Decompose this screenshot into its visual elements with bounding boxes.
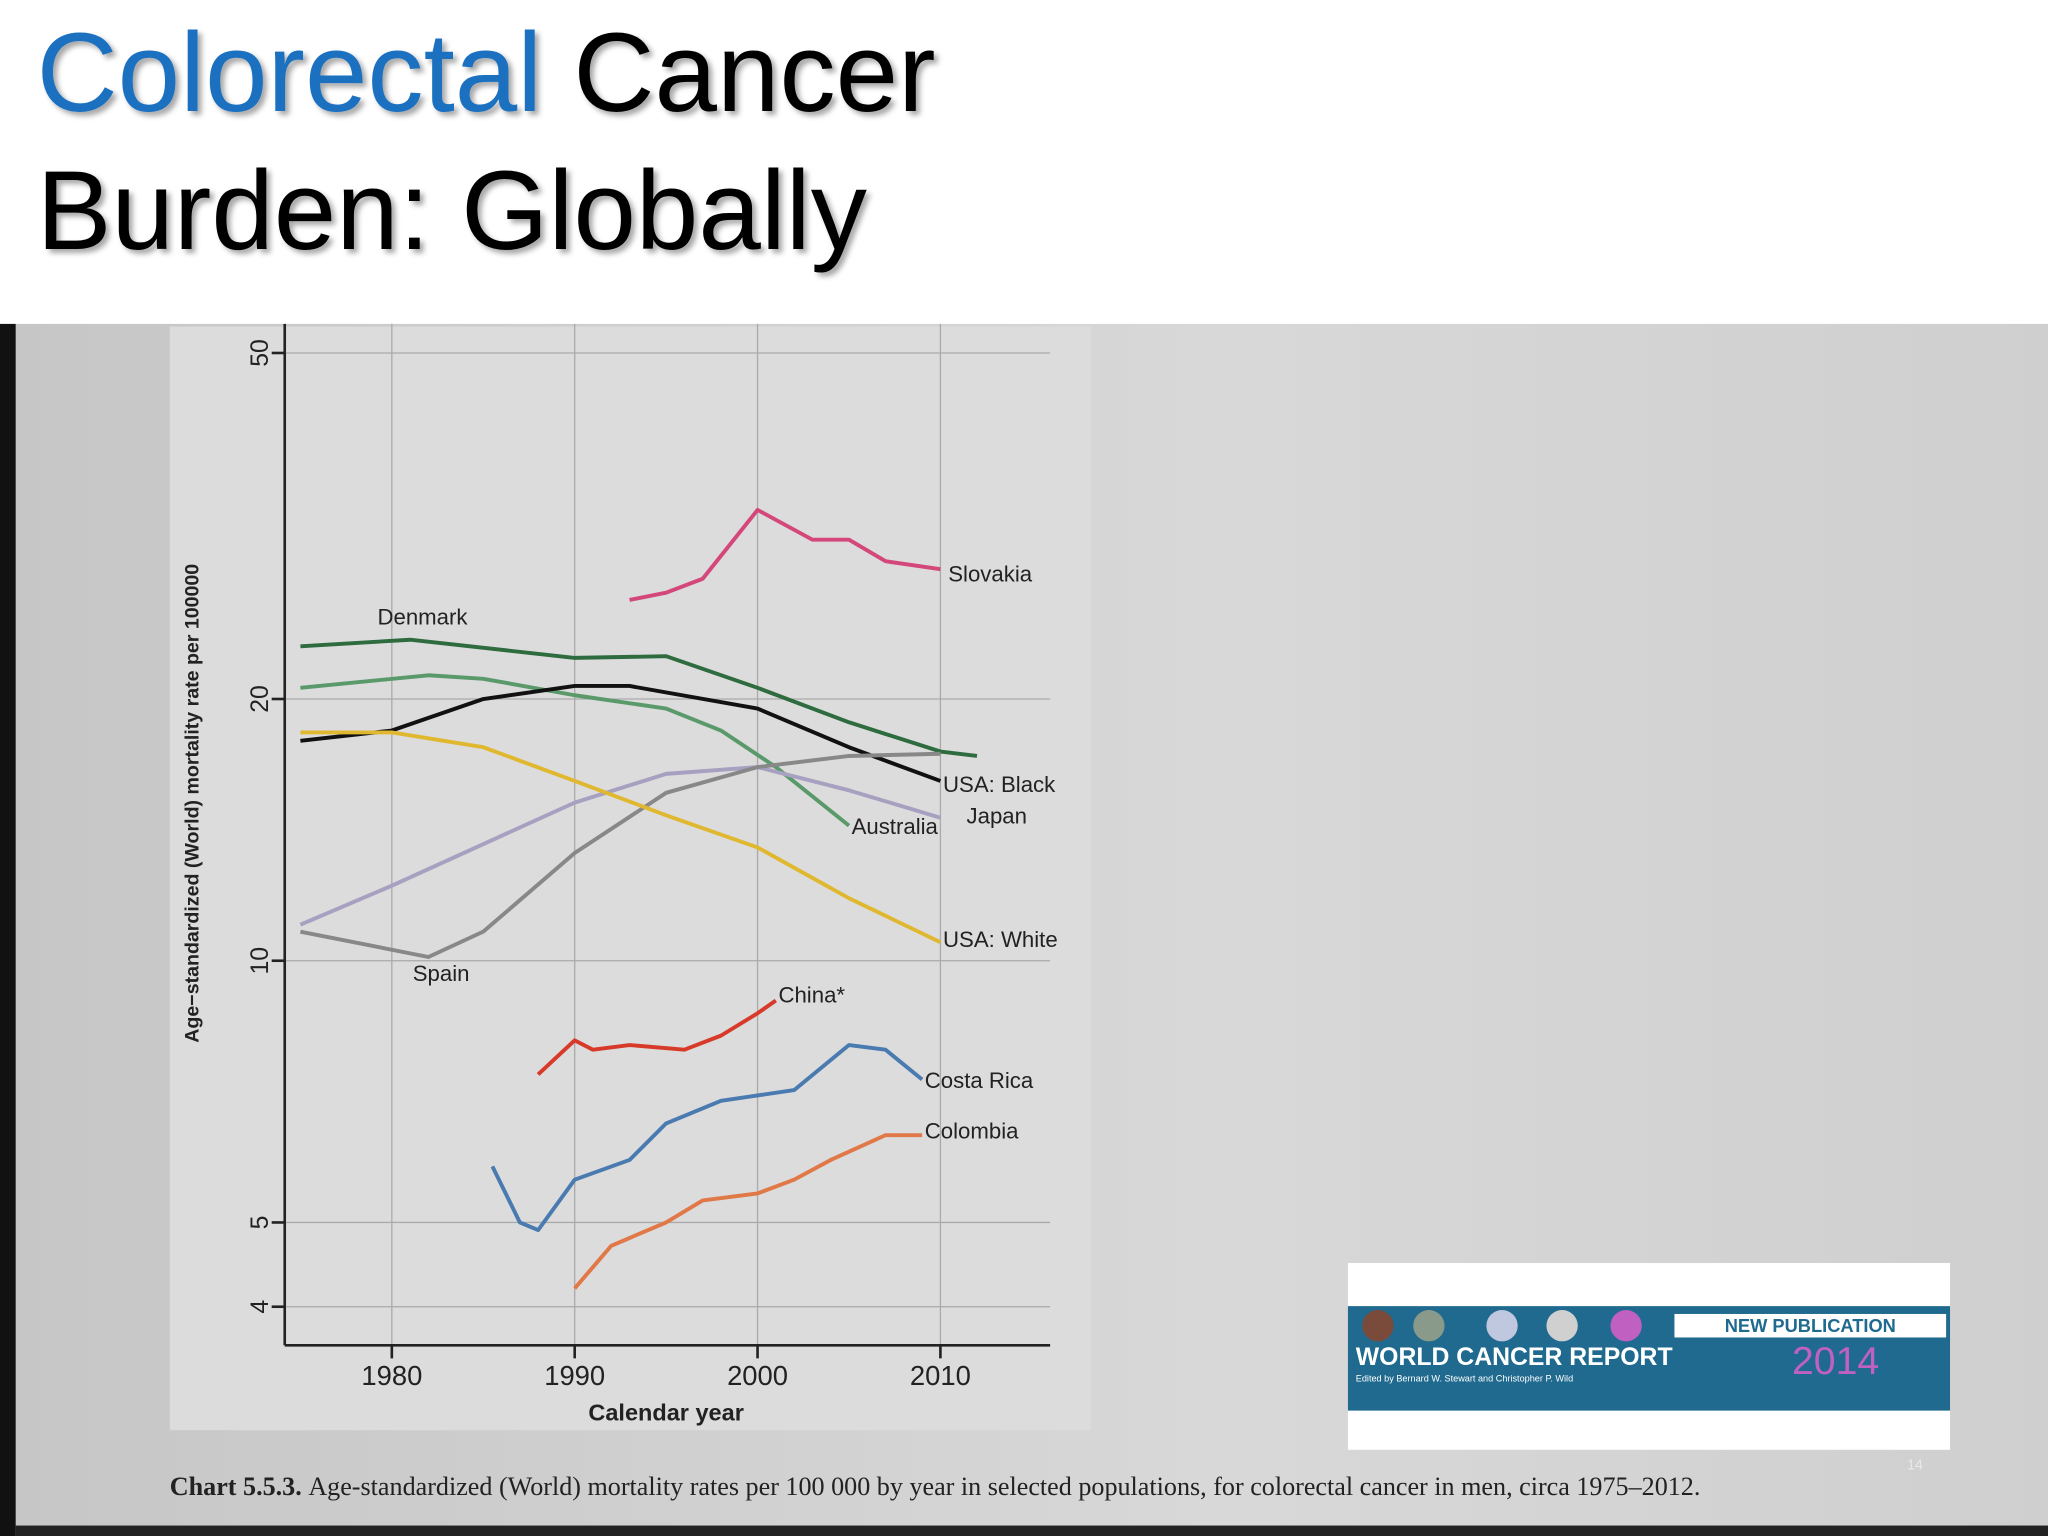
series-label: Slovakia	[948, 562, 1033, 587]
icon	[1610, 1310, 1642, 1342]
series-label: Japan	[967, 804, 1027, 829]
page-number: 14	[1907, 1457, 1923, 1473]
series-label: USA: White	[943, 927, 1058, 952]
chart: 4 5 10 20 50 1980 1990 2000 2010 Calendar year Age…	[181, 323, 1058, 1426]
icon	[1413, 1310, 1445, 1342]
title-rest: Cancer	[573, 9, 935, 135]
y-tick-label: 4	[247, 1300, 274, 1314]
title-highlight: Colorectal	[37, 9, 543, 135]
y-tick-label: 10	[247, 947, 274, 975]
series-line	[300, 637, 978, 758]
series-label: USA: Black	[943, 772, 1056, 797]
x-tick-label: 2010	[910, 1360, 971, 1391]
banner-name: WORLD CANCER REPORT	[1356, 1344, 1673, 1371]
series-line	[300, 751, 941, 959]
y-tick-label: 20	[247, 685, 274, 713]
series-line	[573, 1133, 923, 1290]
x-tick-label: 1990	[544, 1360, 605, 1391]
series-label: Costa Rica	[925, 1068, 1034, 1093]
y-tick-label: 50	[247, 339, 274, 367]
series-label: Colombia	[925, 1118, 1019, 1143]
series-label: China*	[778, 982, 845, 1007]
series-line	[300, 673, 851, 828]
series-line	[300, 730, 942, 945]
y-axis-label: Age−standardized (World) mortality rate …	[181, 564, 203, 1043]
x-axis-label: Calendar year	[588, 1400, 743, 1426]
tag-bg	[1674, 1313, 1947, 1338]
series-label: Spain	[413, 961, 470, 986]
series-label: Denmark	[377, 605, 468, 630]
caption: Chart 5.5.3. Age-standardized (World) mo…	[170, 1472, 1701, 1501]
y-tick-label: 5	[247, 1216, 274, 1230]
icon	[1546, 1310, 1578, 1342]
caption-label: Chart 5.5.3.	[170, 1472, 302, 1501]
banner-editors: Edited by Bernard W. Stewart and Christo…	[1356, 1374, 1573, 1384]
series-line	[300, 684, 942, 783]
icon	[1362, 1310, 1394, 1342]
slide-subtitle: Burden: Globally	[37, 147, 867, 273]
photo-edge	[15, 1525, 2048, 1536]
x-tick-label: 1980	[361, 1360, 422, 1391]
banner-tag: NEW PUBLICATION	[1725, 1315, 1896, 1336]
banner: NEW PUBLICATION WORLD CANCER REPORT 2014…	[1347, 1263, 1951, 1450]
x-tick-label: 2000	[727, 1360, 788, 1391]
series-label: Australia	[852, 814, 939, 839]
plot-paper	[169, 326, 1091, 1431]
photo-edge	[0, 323, 16, 1536]
caption-text: Age-standardized (World) mortality rates…	[308, 1472, 1700, 1501]
banner-year: 2014	[1792, 1340, 1879, 1383]
series-line	[299, 765, 941, 927]
series-line	[629, 507, 941, 602]
icon	[1486, 1310, 1518, 1342]
slide-title: Colorectal Cancer	[37, 9, 936, 135]
series-line	[536, 998, 777, 1076]
series-line	[490, 1043, 924, 1233]
